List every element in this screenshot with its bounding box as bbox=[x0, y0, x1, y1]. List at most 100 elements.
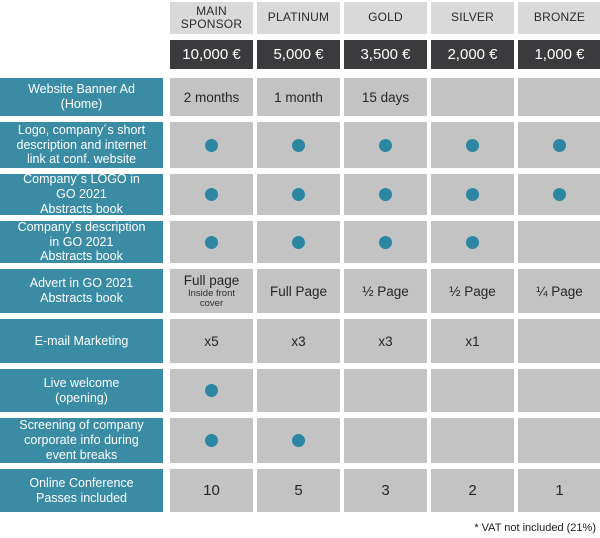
included-dot-icon bbox=[292, 138, 305, 152]
included-dot-icon bbox=[466, 188, 479, 201]
text-line: Abstracts book bbox=[40, 291, 123, 305]
feature-cell bbox=[257, 221, 340, 263]
text-line: Abstracts book bbox=[40, 249, 123, 264]
text-line: (Home) bbox=[60, 97, 103, 111]
included-dot-icon bbox=[379, 138, 392, 152]
feature-row: Live welcome (opening) bbox=[0, 369, 600, 412]
text-line: (opening) bbox=[55, 390, 108, 405]
feature-cell: 15 days bbox=[344, 78, 427, 116]
cell-value: ¼ Page bbox=[536, 283, 583, 299]
feature-cell bbox=[431, 221, 514, 263]
feature-cell bbox=[518, 122, 600, 168]
feature-cell bbox=[431, 174, 514, 215]
feature-row: Company´s LOGO in GO 2021 Abstracts book bbox=[0, 172, 600, 216]
feature-cell bbox=[344, 221, 427, 263]
cell-value: ½ Page bbox=[449, 283, 496, 299]
price-cell: 2,000 € bbox=[431, 40, 514, 69]
cell-value: x3 bbox=[378, 333, 393, 349]
feature-cell bbox=[518, 319, 600, 363]
feature-cell: ½ Page bbox=[344, 269, 427, 313]
text-line: Company´s description bbox=[17, 219, 146, 234]
feature-row: Online Conference Passes included 10 5 3 2 1 bbox=[0, 469, 600, 512]
included-dot-icon bbox=[292, 235, 305, 249]
text-line: in GO 2021 bbox=[49, 234, 114, 249]
feature-label: Advert in GO 2021 Abstracts book bbox=[0, 269, 163, 313]
included-dot-icon bbox=[205, 434, 218, 447]
feature-cell: Full Page bbox=[257, 269, 340, 313]
text-line: Company´s LOGO in bbox=[23, 172, 140, 187]
feature-label: Online Conference Passes included bbox=[0, 469, 163, 512]
cell-value: 2 months bbox=[183, 89, 240, 105]
tier-header-cell: MAIN SPONSOR bbox=[170, 2, 253, 34]
pricing-grid: MAIN SPONSOR PLATINUM GOLD SILVER BRONZE 10,00… bbox=[0, 2, 600, 512]
feature-cell bbox=[518, 418, 600, 463]
included-dot-icon bbox=[292, 188, 305, 201]
text-line: Logo, company´s short bbox=[17, 122, 146, 137]
feature-cell bbox=[344, 369, 427, 412]
cell-value: ½ Page bbox=[362, 283, 409, 299]
feature-label: Logo, company´s short description and int… bbox=[0, 122, 163, 168]
cell-value: 1 month bbox=[274, 89, 323, 105]
included-dot-icon bbox=[553, 188, 566, 201]
feature-cell: 3 bbox=[344, 469, 427, 512]
feature-cell bbox=[518, 78, 600, 116]
feature-cell bbox=[257, 418, 340, 463]
feature-cell bbox=[518, 174, 600, 215]
cell-value: 15 days bbox=[361, 89, 410, 105]
text-line: MAIN bbox=[196, 3, 227, 18]
cell-value: 2 bbox=[468, 482, 477, 499]
feature-cell: x1 bbox=[431, 319, 514, 363]
text-line: BRONZE bbox=[533, 10, 586, 25]
feature-cell: 5 bbox=[257, 469, 340, 512]
included-dot-icon bbox=[466, 138, 479, 152]
feature-cell bbox=[170, 174, 253, 215]
price-cell: 5,000 € bbox=[257, 40, 340, 69]
included-dot-icon bbox=[205, 235, 218, 249]
cell-value: Full Page bbox=[269, 283, 328, 299]
feature-cell: x3 bbox=[344, 319, 427, 363]
feature-cell: 10 bbox=[170, 469, 253, 512]
price-cell: 3,500 € bbox=[344, 40, 427, 69]
cell-value: Full page bbox=[183, 272, 240, 288]
feature-cell: 2 bbox=[431, 469, 514, 512]
feature-cell: x3 bbox=[257, 319, 340, 363]
text-line: event breaks bbox=[45, 447, 118, 462]
feature-cell bbox=[170, 122, 253, 168]
feature-cell bbox=[257, 174, 340, 215]
feature-row: Company´s description in GO 2021 Abstracts… bbox=[0, 219, 600, 264]
text-line: description and internet bbox=[16, 137, 147, 152]
cell-value: x5 bbox=[204, 333, 219, 349]
text-line: Passes included bbox=[35, 490, 128, 505]
feature-label: Live welcome (opening) bbox=[0, 369, 163, 412]
included-dot-icon bbox=[379, 188, 392, 201]
feature-cell bbox=[170, 369, 253, 412]
feature-cell bbox=[431, 122, 514, 168]
included-dot-icon bbox=[292, 434, 305, 447]
feature-cell bbox=[170, 221, 253, 263]
cell-value: 3 bbox=[381, 482, 390, 499]
included-dot-icon bbox=[379, 235, 392, 249]
feature-cell: Full page Inside front cover bbox=[170, 269, 253, 313]
feature-cell bbox=[344, 418, 427, 463]
feature-cell bbox=[431, 78, 514, 116]
tier-header-row: MAIN SPONSOR PLATINUM GOLD SILVER BRONZE bbox=[0, 2, 600, 34]
feature-label: Company´s description in GO 2021 Abstracts… bbox=[0, 219, 163, 264]
feature-cell: x5 bbox=[170, 319, 253, 363]
text-line: Advert in GO 2021 bbox=[29, 276, 134, 291]
feature-cell bbox=[170, 418, 253, 463]
price-row: 10,000 €5,000 €3,500 €2,000 €1,000 € bbox=[0, 40, 600, 69]
feature-cell bbox=[518, 369, 600, 412]
text-line: SILVER bbox=[451, 10, 494, 25]
feature-row: E-mail Marketing x5 x3 x3 x1 bbox=[0, 319, 600, 363]
feature-label: Website Banner Ad (Home) bbox=[0, 78, 163, 116]
feature-cell bbox=[431, 418, 514, 463]
included-dot-icon bbox=[466, 235, 479, 249]
feature-row: Screening of company corporate info durin… bbox=[0, 418, 600, 463]
included-dot-icon bbox=[205, 384, 218, 397]
cell-subvalue: Inside front cover bbox=[188, 287, 235, 309]
tier-header-cell: BRONZE bbox=[518, 2, 600, 34]
tier-header-cell: PLATINUM bbox=[257, 2, 340, 34]
feature-cell: ¼ Page bbox=[518, 269, 600, 313]
text-line: GOLD bbox=[368, 10, 403, 25]
